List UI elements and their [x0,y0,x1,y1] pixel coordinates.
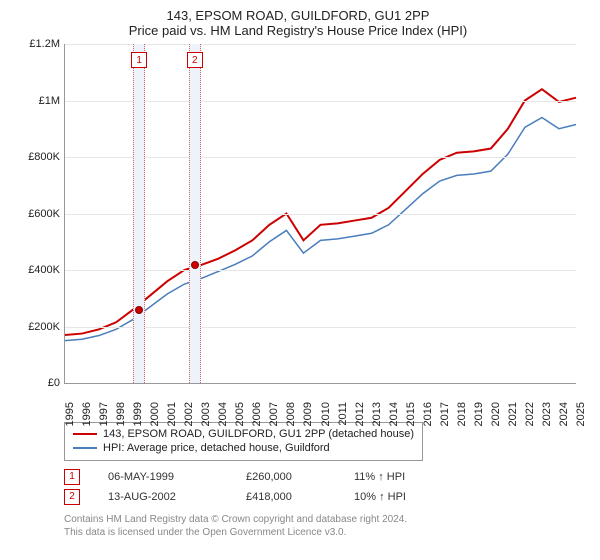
x-tick-label: 2005 [234,402,246,426]
x-tick-label: 1996 [81,402,93,426]
x-tick-label: 2013 [371,402,383,426]
x-tick-label: 2009 [302,402,314,426]
x-tick-label: 2006 [251,402,263,426]
x-tick-label: 2022 [524,402,536,426]
x-tick-label: 2010 [320,402,332,426]
chart-subtitle: Price paid vs. HM Land Registry's House … [20,23,576,38]
legend-item: 143, EPSOM ROAD, GUILDFORD, GU1 2PP (det… [73,427,414,441]
sale-index-marker: 1 [64,469,80,485]
x-tick-label: 1995 [64,402,76,426]
x-tick-label: 2011 [337,402,349,426]
chart-title: 143, EPSOM ROAD, GUILDFORD, GU1 2PP [20,8,576,23]
x-tick-label: 2017 [439,402,451,426]
y-tick-label: £1M [39,95,60,107]
x-tick-label: 2008 [285,402,297,426]
y-tick-label: £200K [28,321,60,333]
sale-flag: 2 [187,52,203,68]
sale-price: £418,000 [246,491,326,503]
legend-swatch [73,433,97,435]
y-axis: £0£200K£400K£600K£800K£1M£1.2M [20,44,64,384]
sale-flag: 1 [131,52,147,68]
x-tick-label: 1999 [132,402,144,426]
footer-line-1: Contains HM Land Registry data © Crown c… [64,513,576,526]
sale-row: 2 13-AUG-2002 £418,000 10% ↑ HPI [64,487,576,507]
y-tick-label: £600K [28,208,60,220]
chart-area: £0£200K£400K£600K£800K£1M£1.2M 12 199519… [20,44,576,414]
sale-delta: 10% ↑ HPI [354,491,406,503]
x-tick-label: 2002 [183,402,195,426]
sale-date: 06-MAY-1999 [108,471,218,483]
x-tick-label: 2003 [200,402,212,426]
legend: 143, EPSOM ROAD, GUILDFORD, GU1 2PP (det… [64,422,423,461]
x-tick-label: 2014 [388,402,400,426]
x-axis: 1995199619971998199920002001200220032004… [64,384,576,414]
sale-date: 13-AUG-2002 [108,491,218,503]
plot-region: 12 [64,44,576,384]
sale-delta: 11% ↑ HPI [354,471,405,483]
x-tick-label: 2025 [575,402,587,426]
x-tick-label: 1998 [115,402,127,426]
x-tick-label: 2024 [558,402,570,426]
sale-point [135,306,143,314]
legend-label: HPI: Average price, detached house, Guil… [103,441,330,455]
x-tick-label: 2019 [473,402,485,426]
sale-band [189,44,201,383]
x-tick-label: 1997 [98,402,110,426]
legend-label: 143, EPSOM ROAD, GUILDFORD, GU1 2PP (det… [103,427,414,441]
x-tick-label: 2004 [217,402,229,426]
y-tick-label: £400K [28,264,60,276]
sale-price: £260,000 [246,471,326,483]
sale-index-marker: 2 [64,489,80,505]
x-tick-label: 2021 [507,402,519,426]
y-tick-label: £1.2M [29,38,60,50]
legend-swatch [73,447,97,449]
x-tick-label: 2023 [541,402,553,426]
x-tick-label: 2000 [149,402,161,426]
sale-point [191,261,199,269]
x-tick-label: 2001 [166,402,178,426]
footer-line-2: This data is licensed under the Open Gov… [64,526,576,539]
x-tick-label: 2007 [268,402,280,426]
footer-attribution: Contains HM Land Registry data © Crown c… [64,513,576,539]
y-tick-label: £800K [28,151,60,163]
x-tick-label: 2016 [422,402,434,426]
sale-row: 1 06-MAY-1999 £260,000 11% ↑ HPI [64,467,576,487]
y-tick-label: £0 [48,377,60,389]
x-tick-label: 2012 [354,402,366,426]
x-tick-label: 2018 [456,402,468,426]
x-tick-label: 2015 [405,402,417,426]
sales-table: 1 06-MAY-1999 £260,000 11% ↑ HPI 2 13-AUG-200… [64,467,576,507]
sale-band [133,44,145,383]
x-tick-label: 2020 [490,402,502,426]
legend-item: HPI: Average price, detached house, Guil… [73,441,414,455]
